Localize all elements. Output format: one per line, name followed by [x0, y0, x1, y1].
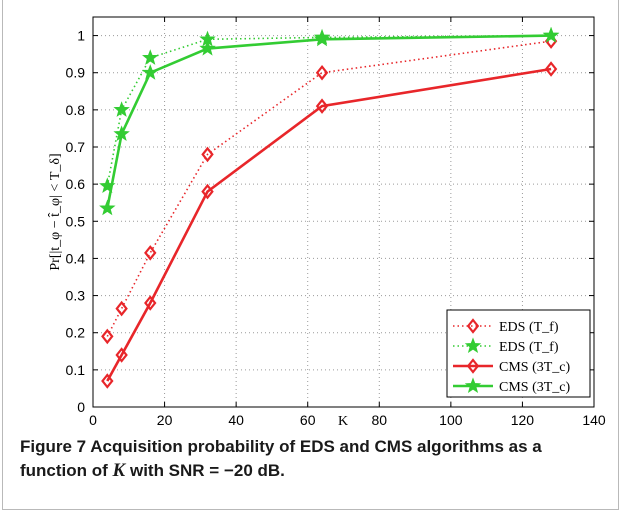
y-tick-label: 0.6 — [66, 176, 86, 192]
caption-variable: K — [112, 460, 126, 481]
data-point-diamond — [115, 300, 128, 317]
data-point-diamond — [101, 328, 114, 345]
legend-marker-diamond — [466, 318, 480, 334]
x-tick-label: 0 — [89, 412, 97, 428]
data-point-diamond — [315, 64, 329, 81]
data-point-diamond — [101, 373, 114, 389]
data-point-diamond — [315, 98, 329, 114]
legend-entry: EDS (T_f) — [453, 337, 559, 355]
y-tick-label: 0.3 — [66, 288, 86, 304]
series-line — [106, 40, 552, 337]
figure-label: Figure 7 — [20, 437, 87, 456]
data-point-diamond — [201, 183, 214, 200]
figure-frame — [2, 0, 619, 510]
data-point-star — [199, 39, 216, 56]
legend-marker-star — [464, 337, 482, 353]
series — [99, 26, 560, 389]
legend-label: CMS (3T_c) — [499, 360, 571, 375]
legend-marker-star — [464, 377, 482, 393]
data-point-diamond — [201, 146, 214, 163]
data-point-diamond — [144, 245, 157, 261]
y-tick-label: 0.8 — [66, 102, 86, 118]
x-tick-label: 80 — [371, 412, 387, 428]
data-point-star — [113, 125, 130, 141]
x-axis-label: K — [338, 414, 348, 429]
x-tick-label: 20 — [157, 412, 173, 428]
line-chart: 0 20 40 60 80 100 120 140 0 0.1 0.2 0.3 0.4 0.5 0.6 0.7… — [48, 16, 606, 429]
x-tick-label: 40 — [228, 412, 244, 428]
legend-label: EDS (T_f) — [499, 340, 559, 355]
x-tick-label: 120 — [511, 412, 535, 428]
data-point-diamond — [544, 61, 558, 77]
y-tick-label: 0.5 — [66, 213, 86, 229]
legend-marker-diamond — [466, 358, 480, 374]
plot-area-border — [92, 16, 595, 408]
legend-label: CMS (3T_c) — [499, 380, 571, 395]
legend-box — [446, 309, 591, 398]
series-group — [99, 26, 560, 216]
legend-entry: CMS (3T_c) — [453, 377, 571, 395]
series-group — [101, 61, 558, 389]
data-point-star — [99, 199, 116, 216]
y-tick-label: 0.1 — [66, 362, 86, 378]
series-group — [101, 33, 558, 345]
y-tick-label: 0.2 — [66, 325, 86, 341]
x-tick-label: 100 — [439, 412, 463, 428]
legend-entry: CMS (3T_c) — [453, 358, 571, 375]
data-point-star — [142, 64, 159, 80]
data-point-star — [313, 30, 331, 47]
data-point-diamond — [115, 347, 128, 363]
figure-caption: Figure 7 Acquisition probability of EDS … — [20, 435, 610, 483]
caption-text-end: with SNR = −20 dB. — [129, 461, 285, 480]
data-point-star — [142, 49, 159, 65]
series-line — [106, 34, 552, 209]
legend-label: EDS (T_f) — [499, 320, 559, 335]
data-point-diamond — [144, 295, 157, 311]
series-line — [106, 34, 552, 187]
y-tick-label: 1 — [77, 28, 85, 44]
y-tick-label: 0 — [77, 399, 85, 415]
caption-text-start: Acquisition probability of EDS and CMS a… — [20, 437, 542, 480]
axis-ticks: 0 20 40 60 80 100 120 140 0 0.1 0.2 0.3 0.4 0.5 0.6 0.7… — [66, 17, 606, 428]
y-tick-label: 0.7 — [66, 139, 86, 155]
legend: EDS (T_f) EDS (T_f) CMS (3T_c) CMS (3T_c) — [446, 309, 591, 398]
x-tick-label: 140 — [582, 412, 606, 428]
data-point-star — [542, 26, 560, 43]
x-tick-label: 60 — [300, 412, 316, 428]
data-point-star — [113, 101, 130, 117]
y-axis-label: Pr[|t_φ − t̂_φ| < T_δ] — [48, 153, 63, 270]
legend-entry: EDS (T_f) — [453, 318, 559, 335]
y-tick-label: 0.9 — [66, 65, 86, 81]
y-tick-label: 0.4 — [66, 250, 86, 266]
